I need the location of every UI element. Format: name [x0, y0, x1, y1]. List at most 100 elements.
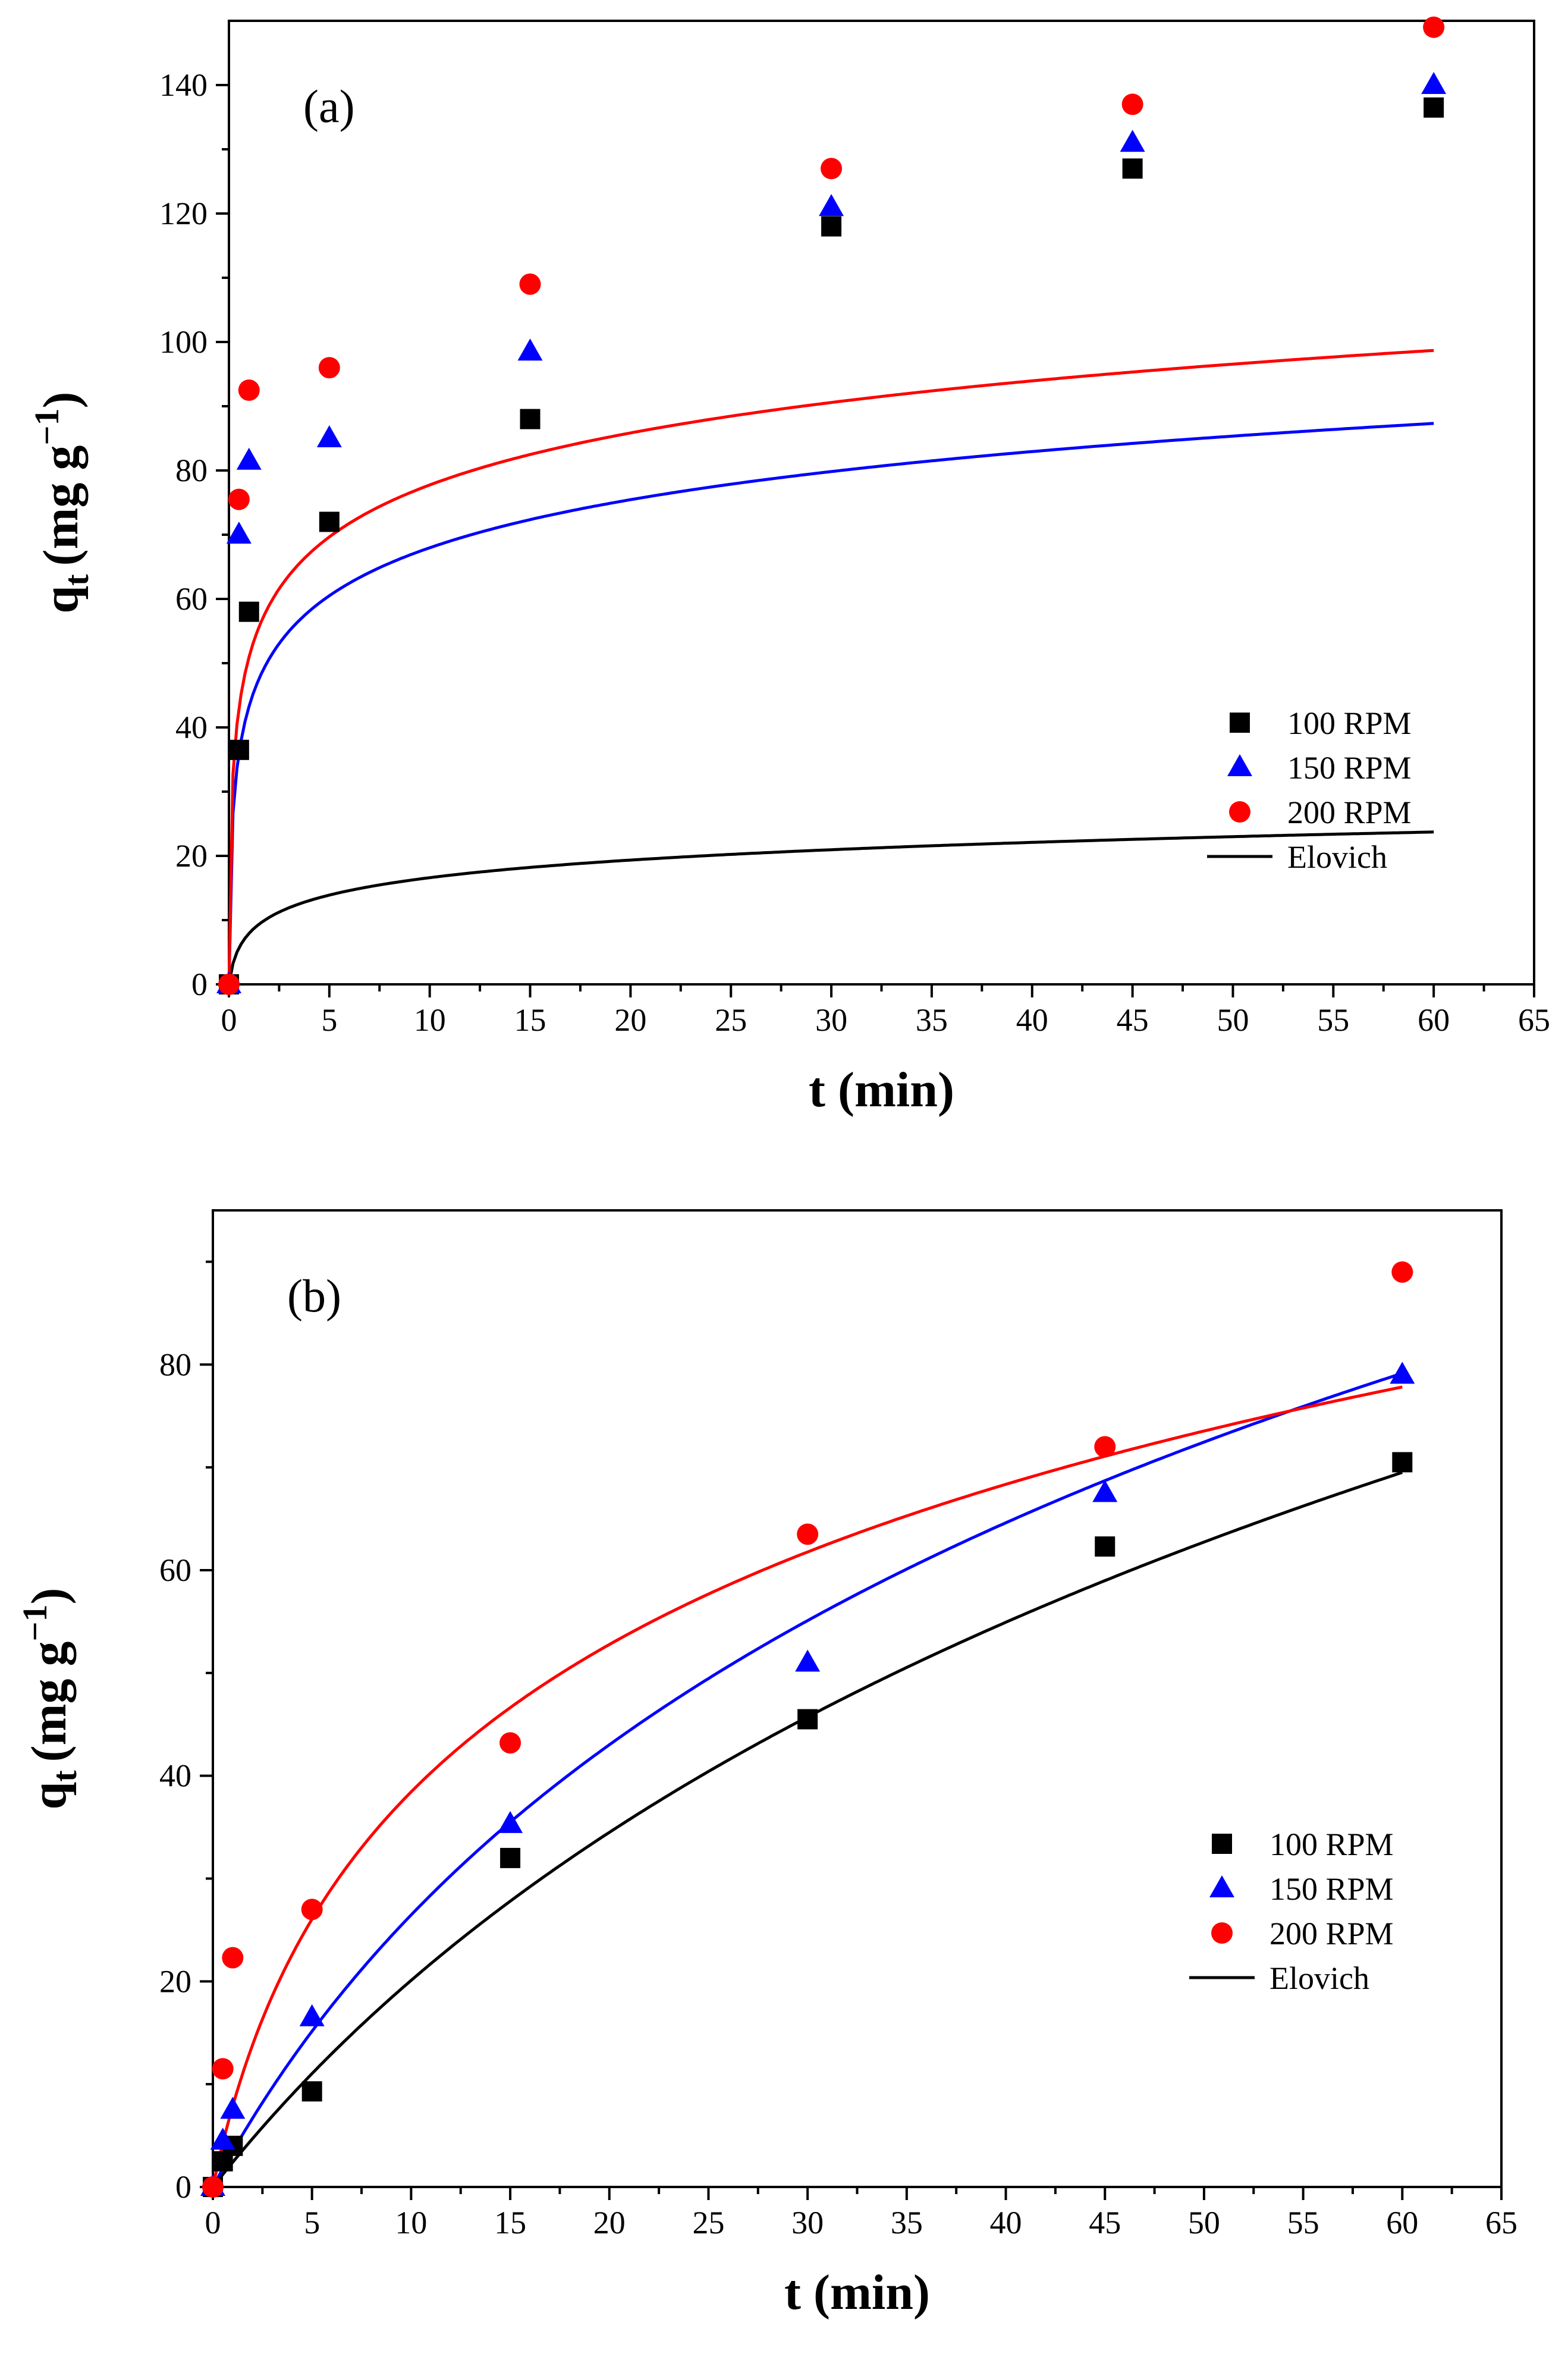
data-point: [212, 2058, 234, 2080]
panel-label: (a): [303, 80, 355, 132]
x-tick-label: 60: [1418, 1002, 1450, 1038]
data-point: [1390, 1361, 1415, 1384]
y-tick-label: 20: [175, 838, 208, 874]
y-tick-label: 100: [159, 324, 208, 360]
x-tick-label: 55: [1287, 2205, 1319, 2241]
x-tick-label: 5: [321, 1002, 337, 1038]
y-tick-label: 20: [159, 1963, 191, 1999]
data-point: [795, 1649, 821, 1672]
y-axis-label: qt (mg g−1): [15, 1587, 84, 1809]
data-point: [202, 2176, 224, 2198]
panel-label: (b): [287, 1270, 341, 1322]
x-tick-label: 20: [614, 1002, 646, 1038]
x-tick-label: 30: [815, 1002, 847, 1038]
data-point: [519, 273, 541, 295]
data-point: [1424, 97, 1444, 118]
legend-marker: [1229, 801, 1250, 823]
y-tick-label: 40: [159, 1758, 191, 1794]
x-tick-label: 60: [1386, 2205, 1418, 2241]
data-point: [301, 1899, 323, 1921]
legend-marker: [1211, 1922, 1233, 1944]
data-point: [1391, 1261, 1413, 1283]
data-point: [236, 447, 262, 470]
data-point: [819, 194, 844, 216]
data-point: [220, 2097, 246, 2119]
x-tick-label: 5: [304, 2205, 320, 2241]
data-point: [517, 338, 543, 361]
data-point: [1423, 16, 1445, 38]
data-point: [301, 2081, 322, 2102]
x-tick-label: 65: [1518, 1002, 1550, 1038]
elovich-fit-line: [227, 349, 1434, 985]
y-axis-label-close: ): [21, 1587, 77, 1604]
x-axis-label: t (min): [784, 2265, 930, 2320]
y-tick-label: 140: [159, 67, 208, 103]
data-point: [499, 1732, 521, 1754]
data-point: [1392, 1452, 1413, 1473]
y-axis-label: qt (mg g−1): [27, 391, 96, 613]
x-tick-label: 25: [692, 2205, 724, 2241]
x-tick-label: 40: [1016, 1002, 1048, 1038]
data-point: [218, 974, 240, 995]
x-tick-label: 15: [494, 2205, 526, 2241]
x-tick-label: 0: [205, 2205, 221, 2241]
data-point: [210, 2127, 235, 2150]
x-tick-label: 50: [1217, 1002, 1249, 1038]
data-point: [1095, 1536, 1115, 1557]
x-tick-label: 25: [715, 1002, 747, 1038]
data-point: [222, 1947, 244, 1969]
y-tick-label: 0: [191, 967, 208, 1002]
data-point: [498, 1810, 523, 1833]
data-point: [318, 357, 340, 379]
data-point: [797, 1709, 818, 1730]
y-tick-label: 0: [175, 2169, 191, 2205]
y-axis-label-exponent: −1: [27, 408, 66, 445]
data-point: [821, 158, 843, 180]
data-point: [1122, 158, 1143, 179]
y-tick-label: 120: [159, 196, 208, 231]
data-point: [821, 216, 842, 237]
x-tick-label: 35: [916, 1002, 948, 1038]
y-axis-label-close: ): [33, 391, 89, 408]
data-point: [797, 1523, 819, 1545]
data-point: [226, 522, 252, 544]
data-point: [1094, 1436, 1116, 1458]
elovich-fit-line: [227, 830, 1434, 985]
x-tick-label: 20: [593, 2205, 626, 2241]
elovich-fit-line: [227, 422, 1434, 985]
data-point: [299, 2004, 325, 2026]
legend-label: 150 RPM: [1287, 750, 1412, 786]
data-point: [1421, 72, 1447, 94]
legend-label: 200 RPM: [1270, 1916, 1394, 1951]
legend-label: 100 RPM: [1287, 705, 1412, 741]
y-tick-label: 60: [159, 1552, 191, 1588]
legend-marker: [1212, 1834, 1232, 1854]
data-point: [316, 425, 342, 447]
legend-label: 200 RPM: [1287, 795, 1412, 830]
x-tick-label: 65: [1485, 2205, 1517, 2241]
y-tick-label: 80: [175, 453, 208, 488]
data-point: [1120, 130, 1145, 152]
legend-marker: [1209, 1875, 1234, 1897]
x-tick-label: 0: [221, 1002, 237, 1038]
x-tick-label: 35: [891, 2205, 923, 2241]
x-tick-label: 45: [1117, 1002, 1149, 1038]
elovich-fit-line: [211, 1385, 1403, 2188]
y-axis-label-q: q: [21, 1782, 77, 1810]
data-point: [238, 379, 260, 401]
x-tick-label: 55: [1317, 1002, 1349, 1038]
chart-panel-b: 0 5 10 15 20 25 30 35 40 45 50 55 60 65 0 20 40 60 80 (b) t …: [15, 1209, 1517, 2320]
legend-fit-label: Elovich: [1270, 1960, 1369, 1996]
x-tick-label: 15: [514, 1002, 546, 1038]
y-axis-label-subscript: t: [45, 1770, 84, 1782]
chart-panel-a: 0 5 10 15 20 25 30 35 40 45 50 55 60 65 0 20 40 60 80 100 12…: [27, 16, 1550, 1118]
data-point: [500, 1847, 521, 1868]
data-point: [228, 739, 249, 760]
x-tick-label: 50: [1188, 2205, 1220, 2241]
legend-marker: [1230, 713, 1250, 733]
x-tick-label: 40: [990, 2205, 1022, 2241]
y-axis-label-unit: (mg g: [21, 1642, 77, 1762]
legend-label: 150 RPM: [1270, 1871, 1394, 1907]
